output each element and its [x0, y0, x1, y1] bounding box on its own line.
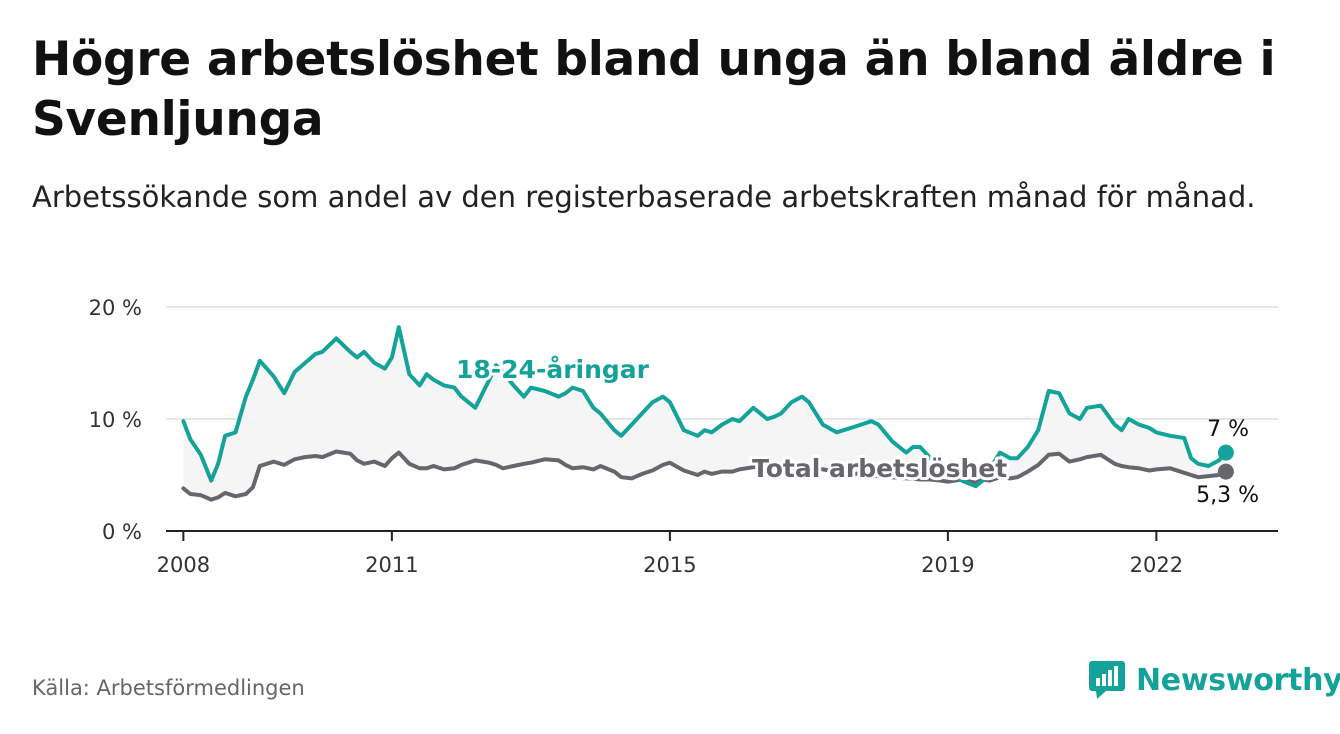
end-point-young	[1217, 444, 1234, 461]
y-tick-label: 10 %	[89, 408, 142, 432]
x-tick-label: 2022	[1130, 553, 1183, 577]
axis-ticks: 0 % 10 % 20 % 2008 2011 2015 2019 2022	[89, 296, 1183, 577]
y-tick-label: 0 %	[102, 520, 142, 544]
x-tick-label: 2008	[157, 553, 210, 577]
series-line-young	[181, 325, 1228, 489]
end-label-young: 7 %	[1207, 417, 1249, 442]
line-chart: 0 % 10 % 20 % 2008 2011 2015 2019 2022 7 % 5,3 %…	[89, 296, 1278, 577]
series-labels: 7 % 5,3 % 18-24-åringar Total arbetslöshet	[453, 352, 1259, 508]
y-tick-label: 20 %	[89, 296, 142, 320]
gap-band	[183, 327, 1226, 500]
series-line-total	[181, 449, 1228, 502]
brand-name: Newsworthy	[1136, 662, 1340, 698]
series-label-young: 18-24-åringar	[456, 355, 650, 384]
end-label-total: 5,3 %	[1196, 483, 1259, 508]
x-tick-label: 2019	[921, 553, 974, 577]
series-label-total: Total arbetslöshet	[752, 454, 1007, 483]
end-point-total	[1217, 463, 1234, 480]
chart-title: Högre arbetslöshet bland unga än bland ä…	[32, 32, 1276, 147]
newsworthy-logo-icon	[1089, 661, 1125, 699]
x-tick-label: 2015	[643, 553, 696, 577]
brand-logo: Newsworthy	[1088, 660, 1340, 700]
chart-subtitle: Arbetssökande som andel av den registerb…	[32, 180, 1256, 214]
source-note: Källa: Arbetsförmedlingen	[32, 676, 305, 700]
x-tick-label: 2011	[365, 553, 418, 577]
